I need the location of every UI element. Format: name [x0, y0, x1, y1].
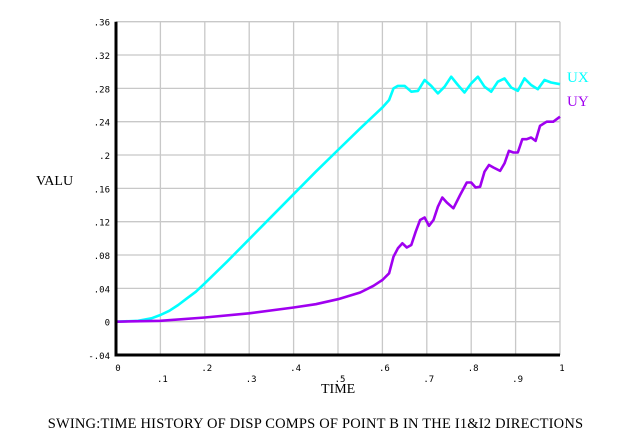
legend-uy: UY [567, 93, 589, 110]
x-tick-label: .7 [423, 375, 434, 385]
y-tick-label: 0 [105, 319, 110, 329]
y-tick-label: .2 [99, 152, 110, 162]
y-tick-label: .12 [94, 219, 110, 229]
y-tick-label: .36 [94, 19, 110, 29]
y-tick-label: -.04 [88, 352, 110, 362]
x-tick-label: .6 [379, 364, 390, 374]
y-tick-label: .04 [94, 285, 110, 295]
x-tick-label: .2 [201, 364, 212, 374]
x-tick-label: .5 [335, 375, 346, 385]
y-axis-label: VALU [36, 174, 74, 189]
x-axis-label: TIME [321, 382, 356, 397]
series-line-uy [115, 115, 561, 323]
y-tick-label: .08 [94, 252, 110, 262]
x-tick-label: .3 [246, 375, 257, 385]
y-tick-label: .28 [94, 85, 110, 95]
y-tick-label: .24 [94, 119, 110, 129]
x-tick-label: .8 [468, 364, 479, 374]
y-tick-label: .16 [94, 185, 110, 195]
x-tick-label: .1 [157, 375, 168, 385]
series-line-ux [115, 75, 561, 323]
axes [114, 21, 560, 357]
data-series [115, 75, 561, 323]
chart-title: SWING:TIME HISTORY OF DISP COMPS OF POIN… [47, 416, 584, 432]
y-tick-label: .32 [94, 52, 110, 62]
tick-labels: -.04 0 .04 .08 .12 .16 .2 .24 .28 .32 .36 0 .1 .2 .3 .4… [88, 19, 564, 385]
x-tick-label: 1 [559, 364, 564, 374]
x-tick-label: .9 [512, 375, 523, 385]
grid-lines [116, 21, 561, 355]
legend-ux: UX [567, 70, 589, 87]
x-tick-label: .4 [290, 364, 301, 374]
x-tick-label: 0 [115, 364, 120, 374]
